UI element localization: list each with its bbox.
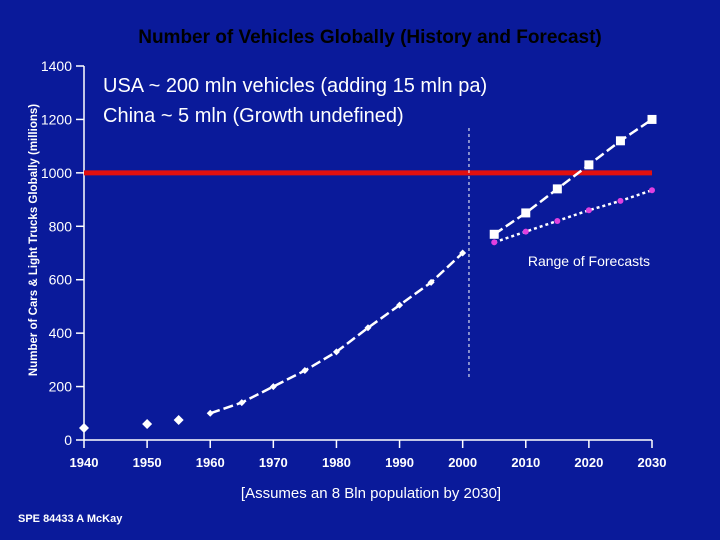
history-point [301,367,309,375]
high-forecast-line [493,118,653,236]
high-forecast-point [521,208,531,218]
x-tick-label: 1990 [385,455,414,470]
history-point [427,278,435,286]
footer-credit: SPE 84433 A McKay [18,513,123,525]
x-axis-caption: [Assumes an 8 Bln population by 2030] [241,485,501,502]
history-point [206,409,214,417]
low-forecast-point [491,239,498,246]
annotation-usa: USA ~ 200 mln vehicles (adding 15 mln pa… [103,75,487,97]
history-early-point [79,422,89,433]
high-forecast-point [615,136,625,146]
x-tick-label: 1970 [259,455,288,470]
y-tick-label: 1400 [41,58,72,74]
history-early-point [173,414,184,425]
low-forecast-point [554,217,561,224]
high-forecast-point [647,114,657,124]
y-tick-label: 0 [64,432,72,448]
x-tick-label: 1960 [196,455,225,470]
history-point [459,249,467,257]
high-forecast-point [584,160,594,170]
history-point [238,399,246,407]
y-tick-label: 800 [49,218,73,234]
y-tick-label: 600 [49,272,73,288]
history-point [332,348,340,356]
x-tick-label: 2030 [638,455,667,470]
x-tick-label: 2010 [511,455,540,470]
high-forecast-point [489,229,499,239]
low-forecast-series [491,187,655,246]
y-axis-label: Number of Cars & Light Trucks Globally (… [28,104,40,376]
x-tick-label: 1940 [70,455,99,470]
history-early-point [142,418,153,429]
low-forecast-point [585,207,592,214]
x-tick-label: 1980 [322,455,351,470]
chart-title: Number of Vehicles Globally (History and… [138,27,602,48]
history-point [269,383,277,391]
low-forecast-point [617,197,624,204]
x-tick-label: 1950 [133,455,162,470]
history-line [209,252,464,415]
history-point [364,324,372,332]
history-point [396,301,404,309]
y-tick-label: 200 [49,379,73,395]
high-forecast-point [552,184,562,194]
low-forecast-line [493,189,653,244]
low-forecast-point [522,228,529,235]
y-tick-label: 1000 [41,165,72,181]
annotation-china: China ~ 5 mln (Growth undefined) [103,105,404,127]
y-tick-label: 400 [49,325,73,341]
x-tick-label: 2020 [574,455,603,470]
low-forecast-point [649,187,655,194]
x-tick-label: 2000 [448,455,477,470]
axes: 0 200 400 600 800 1000 1200 1400 1940 1950 1960 197… [41,58,667,470]
history-series [206,249,467,417]
high-forecast-series [489,114,657,239]
history-early-series [79,414,184,433]
y-tick-label: 1200 [41,111,72,127]
annotation-range: Range of Forecasts [528,253,650,269]
